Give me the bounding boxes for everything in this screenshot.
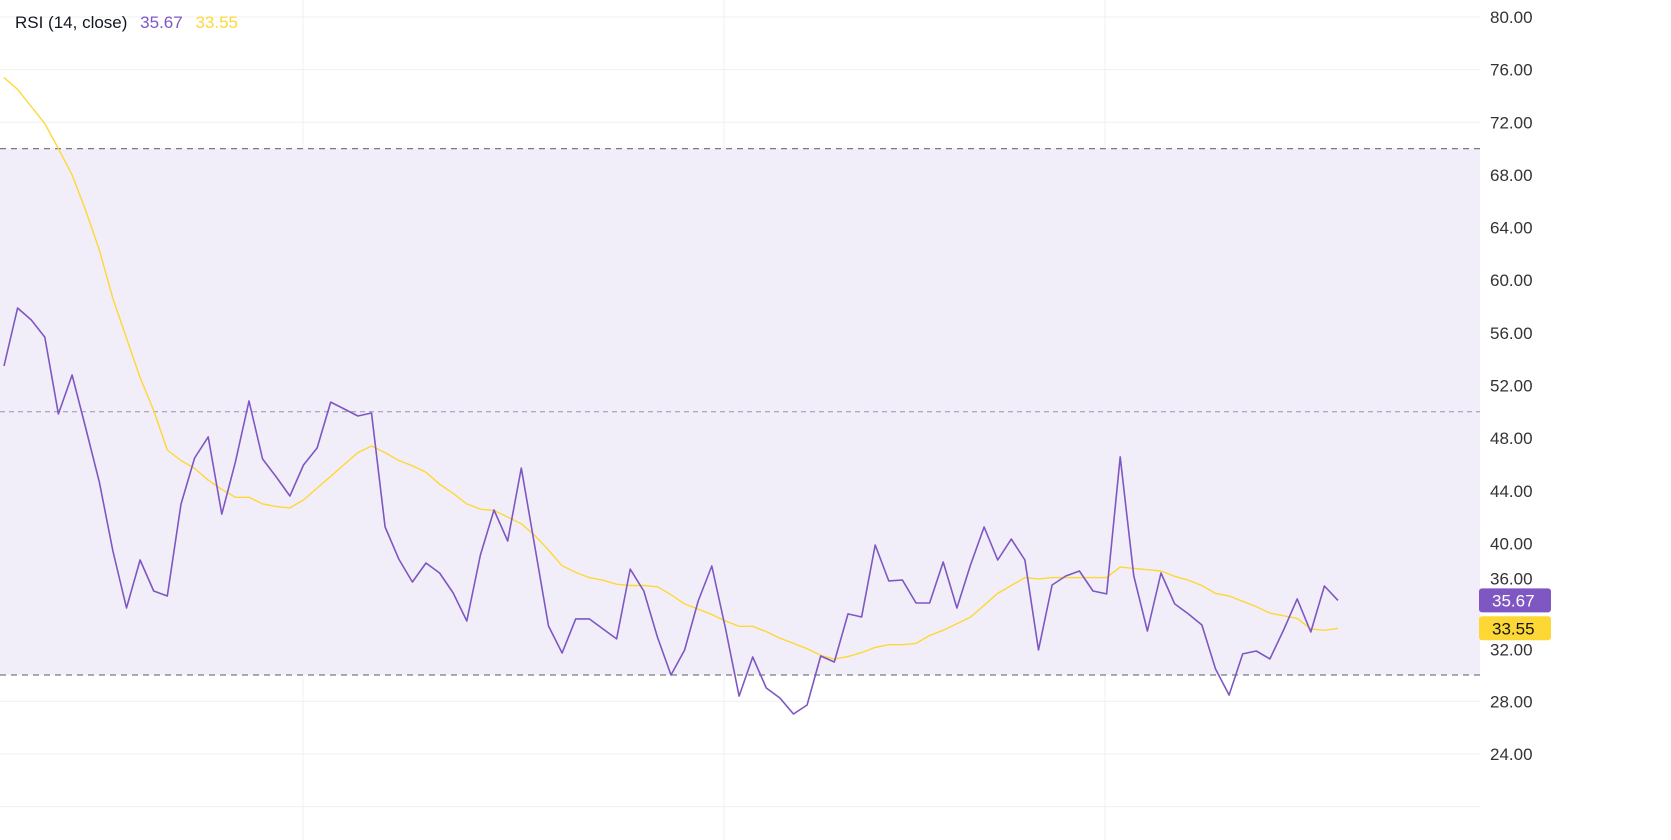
indicator-legend[interactable]: RSI (14, close) 35.67 33.55 — [15, 13, 246, 33]
rsi-badge-label: 35.67 — [1492, 591, 1535, 610]
y-tick-label: 56.00 — [1490, 324, 1533, 343]
y-tick-label: 40.00 — [1490, 534, 1533, 553]
y-tick-label: 68.00 — [1490, 166, 1533, 185]
y-tick-label: 52.00 — [1490, 376, 1533, 395]
y-tick-label: 24.00 — [1490, 745, 1533, 764]
y-tick-label: 80.00 — [1490, 8, 1533, 27]
y-tick-label: 64.00 — [1490, 219, 1533, 238]
y-tick-label: 36.00 — [1490, 569, 1533, 588]
rsi-value-badge — [1479, 588, 1551, 613]
y-tick-label: 28.00 — [1490, 692, 1533, 711]
y-tick-label: 60.00 — [1490, 271, 1533, 290]
ma-value: 33.55 — [195, 13, 238, 32]
ma-badge-label: 33.55 — [1492, 619, 1535, 638]
rsi-line — [3, 307, 1339, 715]
indicator-name: RSI (14, close) — [15, 13, 128, 32]
y-tick-label: 44.00 — [1490, 482, 1533, 501]
ma-value-badge — [1479, 616, 1551, 641]
y-tick-label: 32.00 — [1490, 640, 1533, 659]
rsi-value: 35.67 — [140, 13, 183, 32]
price-axis — [1480, 0, 1671, 840]
y-tick-label: 76.00 — [1490, 61, 1533, 80]
y-tick-label: 72.00 — [1490, 113, 1533, 132]
rsi-ma-line — [3, 76, 1339, 660]
y-tick-label: 48.00 — [1490, 429, 1533, 448]
